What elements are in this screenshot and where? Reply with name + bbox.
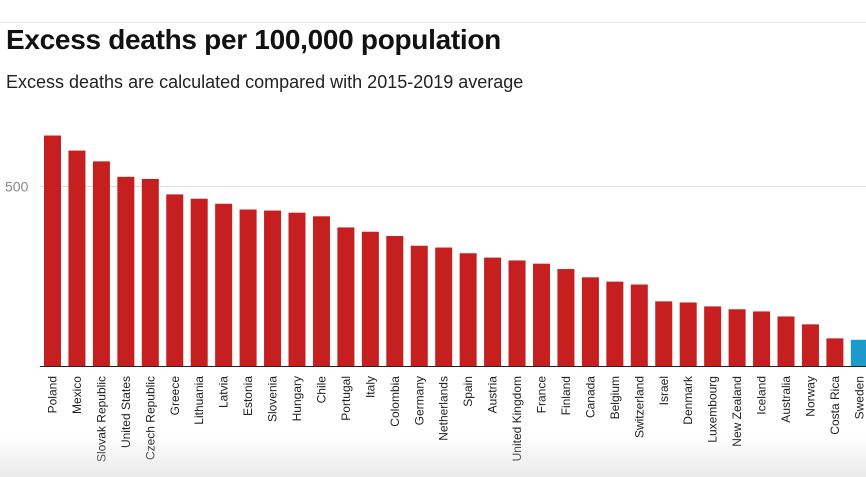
x-tick-label: Latvia (217, 376, 231, 408)
bar (239, 209, 257, 366)
x-tick-label: Germany (412, 376, 426, 425)
x-tick-label: Australia (779, 376, 793, 423)
bar (264, 210, 282, 366)
bar (826, 338, 844, 366)
x-tick-label: Colombia (388, 376, 402, 427)
bar (728, 309, 746, 366)
bar (410, 245, 428, 366)
x-tick-label: Italy (363, 376, 377, 398)
bar (484, 257, 502, 366)
x-tick-label: Greece (168, 376, 182, 416)
bar (655, 301, 673, 366)
bar (850, 339, 866, 366)
x-tick-label: Czech Republic (143, 376, 157, 460)
bar (606, 281, 624, 366)
x-tick-label: United States (119, 376, 133, 448)
bar (166, 194, 184, 366)
x-tick-label: Portugal (339, 376, 353, 421)
x-tick-label: Netherlands (437, 376, 451, 441)
bar (435, 247, 453, 366)
bar (68, 150, 86, 366)
x-tick-label: Costa Rica (828, 376, 842, 435)
chart-subtitle: Excess deaths are calculated compared wi… (6, 72, 524, 92)
x-tick-label: Finland (559, 376, 573, 415)
x-tick-label: Slovenia (266, 376, 280, 422)
x-tick-label: Hungary (290, 376, 304, 421)
bar (312, 216, 330, 366)
bar (801, 324, 819, 366)
bar (117, 176, 135, 366)
bar (386, 236, 404, 366)
bar (704, 306, 722, 366)
bar (190, 198, 208, 366)
bar (141, 178, 159, 366)
x-tick-label: Switzerland (632, 376, 646, 438)
bar (288, 212, 306, 366)
top-strip (0, 0, 866, 23)
bar (459, 253, 477, 366)
x-tick-label: Austria (486, 376, 500, 414)
x-tick-label: New Zealand (730, 376, 744, 447)
x-tick-label: Estonia (241, 376, 255, 416)
x-tick-label: Belgium (608, 376, 622, 419)
x-tick-label: France (535, 376, 549, 414)
bar (581, 277, 599, 366)
bar (533, 263, 550, 366)
x-tick-label: Lithuania (192, 376, 206, 425)
bar (44, 135, 61, 366)
bar (630, 284, 648, 366)
x-tick-label: Mexico (70, 376, 84, 414)
x-tick-label: United Kingdom (510, 376, 524, 461)
bar (337, 227, 355, 366)
bar (215, 203, 233, 366)
bar (92, 161, 110, 366)
bar (508, 260, 526, 366)
chart-title: Excess deaths per 100,000 population (6, 24, 501, 55)
x-tick-label: Israel (657, 376, 671, 405)
x-tick-label: Poland (46, 376, 60, 413)
x-tick-label: Canada (583, 376, 597, 418)
bar (753, 311, 771, 366)
x-tick-label: Slovak Republic (94, 376, 108, 462)
bar (679, 302, 697, 366)
bar (557, 269, 575, 366)
x-tick-label: Spain (461, 376, 475, 407)
y-tick-label: 500 (5, 179, 29, 195)
bar (777, 316, 795, 366)
x-tick-label: Denmark (681, 375, 695, 425)
x-tick-label: Sweden (852, 376, 866, 419)
bar (361, 231, 379, 366)
x-tick-label: Chile (314, 376, 328, 404)
x-tick-label: Luxembourg (706, 376, 720, 443)
x-tick-label: Norway (803, 376, 817, 417)
x-tick-label: Iceland (755, 376, 769, 415)
